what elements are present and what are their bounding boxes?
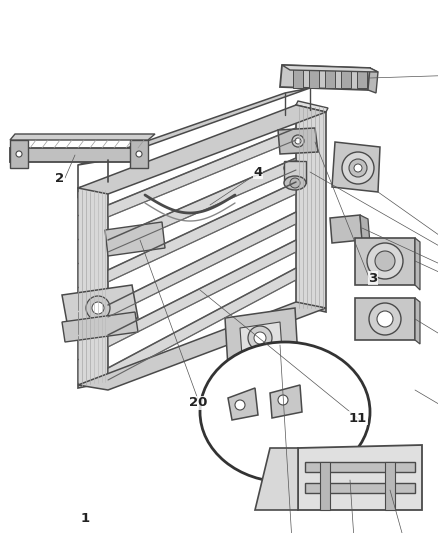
Polygon shape <box>225 308 298 368</box>
Circle shape <box>375 251 395 271</box>
Circle shape <box>254 332 266 344</box>
Circle shape <box>377 311 393 327</box>
Ellipse shape <box>200 342 370 482</box>
Polygon shape <box>330 215 362 243</box>
Circle shape <box>369 303 401 335</box>
Text: 3: 3 <box>368 271 378 285</box>
Polygon shape <box>78 88 310 165</box>
Circle shape <box>16 151 22 157</box>
Polygon shape <box>368 68 378 93</box>
Polygon shape <box>293 68 303 88</box>
Polygon shape <box>284 161 306 183</box>
Polygon shape <box>78 182 108 388</box>
Polygon shape <box>108 240 296 347</box>
Polygon shape <box>341 68 351 88</box>
Circle shape <box>86 296 110 320</box>
Ellipse shape <box>284 161 306 175</box>
Circle shape <box>278 395 288 405</box>
Polygon shape <box>108 212 296 317</box>
Polygon shape <box>298 445 422 510</box>
Polygon shape <box>278 128 318 154</box>
Polygon shape <box>255 448 298 510</box>
Polygon shape <box>282 65 378 72</box>
Polygon shape <box>305 462 415 472</box>
Text: 2: 2 <box>56 172 64 184</box>
Polygon shape <box>320 462 330 510</box>
Polygon shape <box>240 322 282 356</box>
Polygon shape <box>108 182 296 282</box>
Polygon shape <box>415 238 420 290</box>
Polygon shape <box>357 68 367 88</box>
Polygon shape <box>280 65 370 90</box>
Text: 11: 11 <box>349 411 367 424</box>
Circle shape <box>367 243 403 279</box>
Circle shape <box>295 138 301 144</box>
Polygon shape <box>108 158 296 252</box>
Polygon shape <box>78 105 326 194</box>
Polygon shape <box>355 238 415 285</box>
Circle shape <box>136 151 142 157</box>
Polygon shape <box>415 298 420 344</box>
Circle shape <box>349 159 367 177</box>
Circle shape <box>290 178 300 188</box>
Polygon shape <box>62 312 138 342</box>
Polygon shape <box>385 462 395 510</box>
Circle shape <box>92 302 104 314</box>
Polygon shape <box>10 134 155 140</box>
Polygon shape <box>270 385 302 418</box>
Polygon shape <box>78 182 108 198</box>
Polygon shape <box>105 222 165 256</box>
Polygon shape <box>10 140 28 168</box>
Circle shape <box>248 326 272 350</box>
Polygon shape <box>296 101 328 112</box>
Text: 1: 1 <box>81 512 89 524</box>
Circle shape <box>292 135 304 147</box>
Ellipse shape <box>284 176 306 190</box>
Polygon shape <box>78 302 326 390</box>
Polygon shape <box>305 483 415 493</box>
Circle shape <box>342 152 374 184</box>
Polygon shape <box>309 68 319 88</box>
Polygon shape <box>108 128 296 217</box>
Polygon shape <box>325 68 335 88</box>
Polygon shape <box>355 298 415 340</box>
Text: 4: 4 <box>253 166 263 179</box>
Polygon shape <box>130 140 148 168</box>
Circle shape <box>354 164 362 172</box>
Polygon shape <box>108 268 296 380</box>
Polygon shape <box>228 388 258 420</box>
Circle shape <box>235 400 245 410</box>
Text: 20: 20 <box>189 397 207 409</box>
Polygon shape <box>332 142 380 192</box>
Polygon shape <box>10 148 148 162</box>
Polygon shape <box>296 105 326 312</box>
Polygon shape <box>360 215 370 244</box>
Polygon shape <box>62 285 138 328</box>
